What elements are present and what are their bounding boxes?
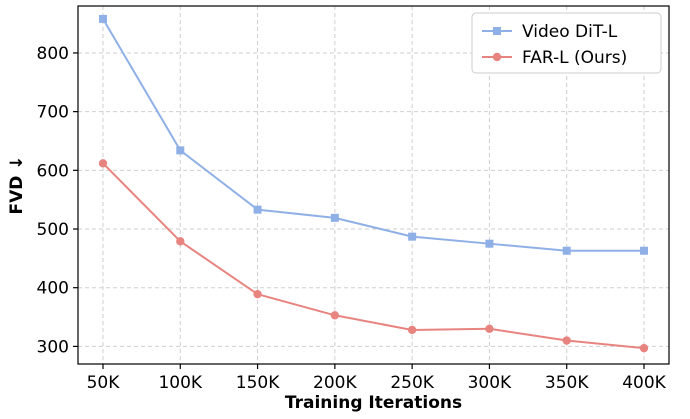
legend: Video DiT-L FAR-L (Ours) [471,12,662,74]
x-tick-label: 200K [313,373,357,393]
legend-label: FAR-L (Ours) [522,48,627,68]
data-point-square [408,232,417,241]
y-tick-label: 500 [37,220,69,240]
data-point-square [640,246,648,255]
y-axis-ticks: 300 400 500 600 700 800 [37,44,78,357]
series-1 [99,14,648,255]
data-point-square [176,146,185,155]
data-point-circle [330,311,340,320]
data-point-square [99,14,107,23]
series-layer [98,14,649,353]
y-tick-label: 700 [37,103,69,123]
legend-label: Video DiT-L [522,22,618,42]
y-tick-label: 800 [37,44,69,64]
x-tick-label: 400K [622,373,666,393]
legend-entry: FAR-L (Ours) [482,48,627,68]
legend-entry: Video DiT-L [482,22,618,42]
legend-marker-circle [492,52,502,62]
x-axis-title: Training Iterations [285,393,462,413]
x-tick-label: 300K [468,373,512,393]
series-line [102,162,645,350]
legend-box [471,12,662,74]
y-tick-label: 600 [37,161,69,181]
series-line [102,18,644,252]
series-2 [98,159,649,353]
x-tick-label: 350K [545,373,589,393]
data-point-circle [176,237,185,246]
x-tick-label: 100K [158,373,202,393]
legend-entries: Video DiT-L FAR-L (Ours) [482,22,627,68]
data-point-square [253,205,262,214]
data-point-square [485,239,494,248]
data-point-circle [562,336,571,345]
x-tick-label: 250K [390,373,434,393]
legend-marker-square [493,27,501,35]
data-point-circle [485,324,494,333]
data-point-square [330,213,339,222]
data-point-circle [639,343,649,353]
y-axis-title: FVD ↓ [7,155,27,214]
data-point-circle [253,289,262,299]
y-tick-label: 300 [37,337,69,357]
data-point-square [562,246,571,255]
x-axis-ticks: 50K 100K 150K 200K 250K 300K 350K 400K [87,364,667,393]
x-tick-label: 50K [87,373,121,393]
y-tick-label: 400 [37,279,69,299]
data-point-circle [407,325,417,335]
data-point-circle [98,159,108,168]
x-tick-label: 150K [236,373,280,393]
plot-frame [77,5,670,365]
